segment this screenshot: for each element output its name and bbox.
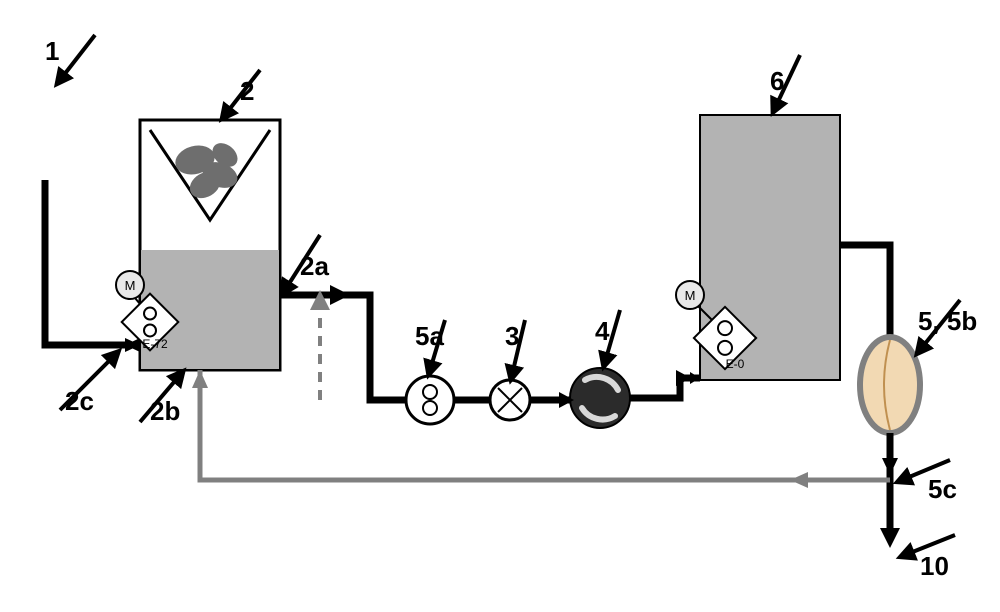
pipe-4-to-6: [630, 370, 700, 398]
svg-text:E-72: E-72: [142, 337, 168, 351]
component-3: [490, 380, 530, 420]
return-line-5c: [192, 370, 890, 488]
svg-text:M: M: [125, 278, 136, 293]
label-5-5b: 5, 5b: [918, 306, 977, 336]
component-5a: [406, 376, 454, 424]
pipe-below-5b: [880, 433, 900, 548]
leader-1: [60, 35, 95, 80]
svg-text:M: M: [685, 288, 696, 303]
svg-text:E-0: E-0: [726, 357, 745, 371]
label-10: 10: [920, 551, 949, 581]
label-4: 4: [595, 316, 610, 346]
label-1: 1: [45, 36, 59, 66]
label-2a: 2a: [300, 251, 329, 281]
component-4: [570, 368, 630, 428]
label-5c: 5c: [928, 474, 957, 504]
pipe-6-to-5b: [840, 245, 890, 337]
label-2b: 2b: [150, 396, 180, 426]
component-5b: [860, 337, 920, 433]
process-diagram: 1 M E-72 2: [0, 0, 1000, 612]
